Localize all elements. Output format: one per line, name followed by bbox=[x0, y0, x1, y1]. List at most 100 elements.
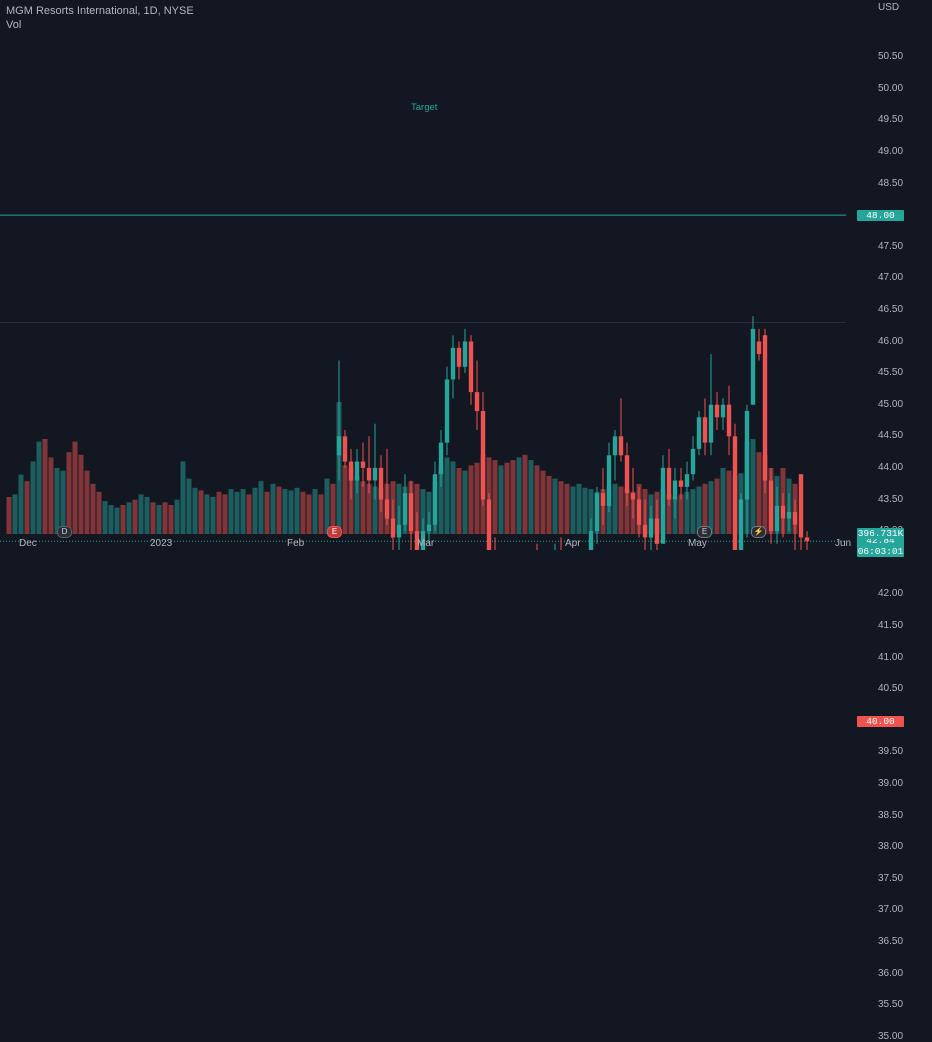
candle-body bbox=[348, 461, 354, 481]
candle-body bbox=[354, 461, 360, 481]
candle-body bbox=[486, 499, 492, 550]
candle-body bbox=[468, 341, 474, 393]
volume-bar bbox=[42, 439, 48, 534]
candle-body bbox=[618, 436, 624, 456]
earnings-event-marker[interactable]: E bbox=[327, 526, 342, 538]
candle-body bbox=[366, 467, 372, 481]
price-tick-label: 50.00 bbox=[878, 82, 904, 94]
support-price-tag: 40.00 bbox=[857, 715, 904, 727]
candle-body bbox=[756, 341, 762, 355]
volume-bar bbox=[354, 475, 360, 534]
candle-body bbox=[342, 436, 348, 462]
volume-bar bbox=[684, 491, 690, 534]
volume-bar bbox=[540, 470, 546, 534]
candle-body bbox=[702, 417, 708, 443]
candle-body bbox=[432, 474, 438, 525]
candle-body bbox=[462, 341, 468, 367]
price-tick-label: 35.00 bbox=[878, 1030, 904, 1042]
candle-body bbox=[612, 436, 618, 456]
volume-bar bbox=[492, 460, 498, 534]
candles bbox=[336, 316, 810, 550]
candle-body bbox=[606, 455, 612, 506]
candle-body bbox=[696, 417, 702, 449]
volume-bar bbox=[120, 505, 126, 534]
target-price-tag: 48.00 bbox=[857, 210, 904, 222]
symbol-title[interactable]: MGM Resorts International, 1D, NYSE bbox=[6, 5, 194, 17]
volume-bar bbox=[666, 494, 672, 534]
volume-bar bbox=[306, 494, 312, 534]
volume-bar bbox=[318, 494, 324, 534]
candle-body bbox=[402, 493, 408, 525]
volume-bar bbox=[294, 487, 300, 534]
candle-body bbox=[426, 524, 432, 532]
chart-legend: MGM Resorts International, 1D, NYSE Vol bbox=[6, 4, 194, 32]
candle-body bbox=[792, 512, 798, 525]
volume-bar bbox=[90, 483, 96, 534]
current-price-value: 42.84 bbox=[866, 535, 895, 547]
volume-bar bbox=[558, 481, 564, 534]
volume-bar bbox=[288, 490, 294, 534]
candle-body bbox=[720, 404, 726, 418]
price-tick-label: 35.50 bbox=[878, 999, 904, 1011]
price-tick-label: 50.50 bbox=[878, 51, 904, 63]
volume-bar bbox=[510, 460, 516, 534]
candle-body bbox=[708, 404, 714, 443]
price-tick-label: 37.00 bbox=[878, 904, 904, 916]
volume-bar bbox=[222, 494, 228, 534]
candle-body bbox=[768, 480, 774, 532]
volume-bar bbox=[258, 481, 264, 534]
candle-body bbox=[456, 347, 462, 367]
volume-bar bbox=[252, 487, 258, 534]
volume-bar bbox=[528, 460, 534, 534]
price-tick-label: 39.50 bbox=[878, 746, 904, 758]
volume-bar bbox=[24, 481, 30, 534]
volume-bar bbox=[132, 499, 138, 534]
volume-bar bbox=[72, 441, 78, 534]
candle-body bbox=[624, 455, 630, 494]
volume-bar bbox=[210, 497, 216, 534]
volume-bar bbox=[462, 470, 468, 534]
currency-label: USD bbox=[878, 2, 900, 13]
volume-indicator-label[interactable]: Vol bbox=[6, 19, 22, 31]
volume-bar bbox=[702, 483, 708, 534]
dividend-event-marker[interactable]: D bbox=[57, 526, 72, 538]
volume-bar bbox=[12, 494, 18, 534]
volume-bar bbox=[30, 461, 36, 534]
price-tick-label: 44.00 bbox=[878, 461, 904, 473]
volume-bar bbox=[504, 462, 510, 534]
volume-bar bbox=[414, 483, 420, 534]
volume-bar bbox=[324, 478, 330, 534]
time-tick-label: Dec bbox=[19, 538, 37, 549]
candle-body bbox=[444, 379, 450, 443]
volume-bar bbox=[156, 505, 162, 534]
volume-bar bbox=[168, 505, 174, 534]
candle-body bbox=[678, 480, 684, 487]
price-tick-label: 45.00 bbox=[878, 398, 904, 410]
candle-body bbox=[408, 493, 414, 532]
earnings-event-marker[interactable]: E bbox=[697, 526, 712, 538]
volume-bar bbox=[282, 489, 288, 534]
volume-bar bbox=[126, 502, 132, 534]
price-tick-label: 39.00 bbox=[878, 777, 904, 789]
candle-body bbox=[372, 467, 378, 481]
volume-bar bbox=[438, 465, 444, 534]
price-tick-label: 46.00 bbox=[878, 335, 904, 347]
volume-bar bbox=[66, 452, 72, 534]
volume-bar bbox=[162, 502, 168, 534]
candle-body bbox=[684, 474, 690, 487]
volume-bar bbox=[330, 483, 336, 534]
split-event-marker[interactable]: ⚡ bbox=[751, 526, 766, 538]
price-chart[interactable] bbox=[0, 0, 932, 550]
candle-body bbox=[660, 467, 666, 544]
candle-body bbox=[390, 518, 396, 538]
candle-body bbox=[636, 499, 642, 525]
volume-bar bbox=[6, 497, 12, 534]
price-tick-label: 44.50 bbox=[878, 430, 904, 442]
time-tick-label: Jun bbox=[835, 538, 852, 549]
volume-bar bbox=[360, 481, 366, 534]
volume-bar bbox=[552, 478, 558, 534]
volume-bar bbox=[240, 489, 246, 534]
candle-body bbox=[714, 404, 720, 418]
volume-bar bbox=[546, 475, 552, 534]
volume-bar bbox=[576, 483, 582, 534]
